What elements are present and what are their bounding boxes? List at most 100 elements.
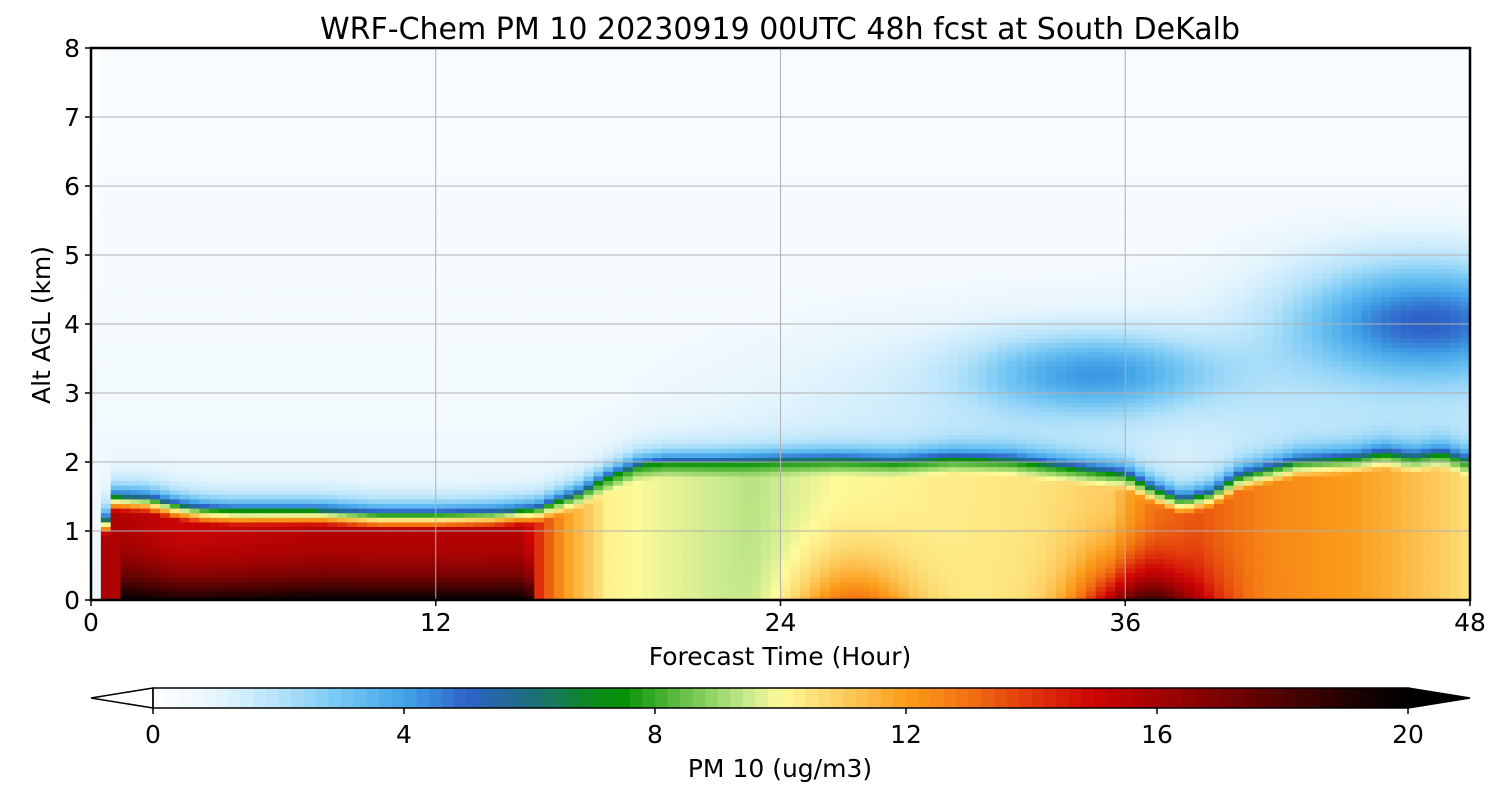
pm10-cell: [209, 554, 220, 560]
pm10-cell: [228, 227, 240, 233]
pm10-cell: [91, 301, 102, 307]
pm10-cell: [159, 186, 171, 192]
pm10-cell: [169, 319, 181, 325]
pm10-cell: [150, 590, 161, 596]
pm10-cell: [150, 383, 161, 389]
pm10-cell: [425, 439, 437, 445]
pm10-cell: [199, 452, 210, 458]
pm10-cell: [189, 314, 200, 320]
pm10-cell: [140, 508, 151, 514]
pm10-cell: [376, 351, 388, 357]
pm10-cell: [297, 149, 309, 155]
pm10-cell: [150, 57, 161, 63]
pm10-cell: [288, 195, 299, 201]
pm10-cell: [445, 406, 457, 412]
pm10-cell: [455, 172, 466, 178]
pm10-cell: [228, 273, 240, 279]
pm10-cell: [347, 549, 358, 555]
pm10-cell: [110, 586, 122, 592]
pm10-cell: [297, 595, 309, 600]
pm10-cell: [169, 351, 181, 357]
pm10-cell: [248, 181, 260, 187]
pm10-cell: [485, 61, 496, 67]
pm10-cell: [150, 498, 161, 504]
pm10-cell: [169, 572, 181, 578]
pm10-cell: [169, 287, 181, 293]
pm10-cell: [337, 595, 348, 600]
pm10-cell: [238, 190, 250, 196]
pm10-cell: [130, 236, 141, 242]
pm10-cell: [278, 268, 289, 274]
pm10-cell: [307, 577, 319, 583]
pm10-cell: [228, 140, 240, 146]
pm10-cell: [455, 222, 466, 228]
pm10-cell: [416, 337, 427, 343]
pm10-cell: [288, 324, 299, 330]
pm10-cell: [297, 291, 309, 297]
pm10-cell: [100, 75, 112, 81]
pm10-cell: [169, 485, 181, 491]
pm10-cell: [179, 172, 191, 178]
pm10-cell: [317, 57, 328, 63]
pm10-cell: [258, 351, 269, 357]
pm10-cell: [366, 89, 378, 95]
pm10-cell: [209, 466, 220, 472]
pm10-cell: [120, 572, 131, 578]
pm10-cell: [110, 595, 122, 600]
pm10-cell: [209, 103, 220, 109]
pm10-cell: [425, 172, 437, 178]
pm10-cell: [140, 48, 151, 54]
pm10-cell: [297, 406, 309, 412]
pm10-cell: [91, 549, 102, 555]
pm10-cell: [288, 494, 299, 500]
pm10-cell: [327, 158, 338, 164]
pm10-cell: [425, 314, 437, 320]
pm10-cell: [159, 360, 171, 366]
pm10-cell: [416, 328, 427, 334]
pm10-cell: [475, 489, 486, 495]
pm10-cell: [455, 554, 466, 560]
pm10-cell: [455, 232, 466, 238]
pm10-cell: [228, 563, 240, 569]
pm10-cell: [435, 48, 447, 54]
pm10-cell: [455, 462, 466, 468]
pm10-cell: [416, 52, 427, 58]
pm10-cell: [238, 245, 250, 251]
pm10-cell: [189, 98, 200, 104]
pm10-cell: [258, 66, 269, 72]
pm10-cell: [110, 80, 122, 86]
pm10-cell: [485, 365, 496, 371]
pm10-cell: [366, 52, 378, 58]
pm10-cell: [455, 480, 466, 486]
pm10-cell: [317, 328, 328, 334]
pm10-cell: [396, 379, 407, 385]
pm10-cell: [120, 278, 131, 284]
pm10-cell: [494, 296, 506, 302]
pm10-cell: [376, 480, 388, 486]
pm10-cell: [465, 199, 476, 205]
pm10-cell: [159, 595, 171, 600]
pm10-cell: [288, 236, 299, 242]
pm10-cell: [288, 218, 299, 224]
pm10-cell: [120, 420, 131, 426]
pm10-cell: [91, 245, 102, 251]
pm10-cell: [169, 406, 181, 412]
pm10-cell: [475, 480, 486, 486]
pm10-cell: [337, 452, 348, 458]
pm10-cell: [91, 356, 102, 362]
pm10-cell: [150, 526, 161, 532]
pm10-cell: [110, 195, 122, 201]
pm10-cell: [238, 425, 250, 431]
pm10-cell: [416, 236, 427, 242]
pm10-cell: [219, 190, 230, 196]
pm10-cell: [307, 268, 319, 274]
pm10-cell: [209, 521, 220, 527]
pm10-cell: [406, 181, 417, 187]
pm10-cell: [485, 397, 496, 403]
pm10-cell: [130, 558, 141, 564]
pm10-cell: [228, 282, 240, 288]
pm10-cell: [189, 485, 200, 491]
pm10-cell: [228, 448, 240, 454]
pm10-cell: [110, 347, 122, 353]
pm10-cell: [376, 498, 388, 504]
